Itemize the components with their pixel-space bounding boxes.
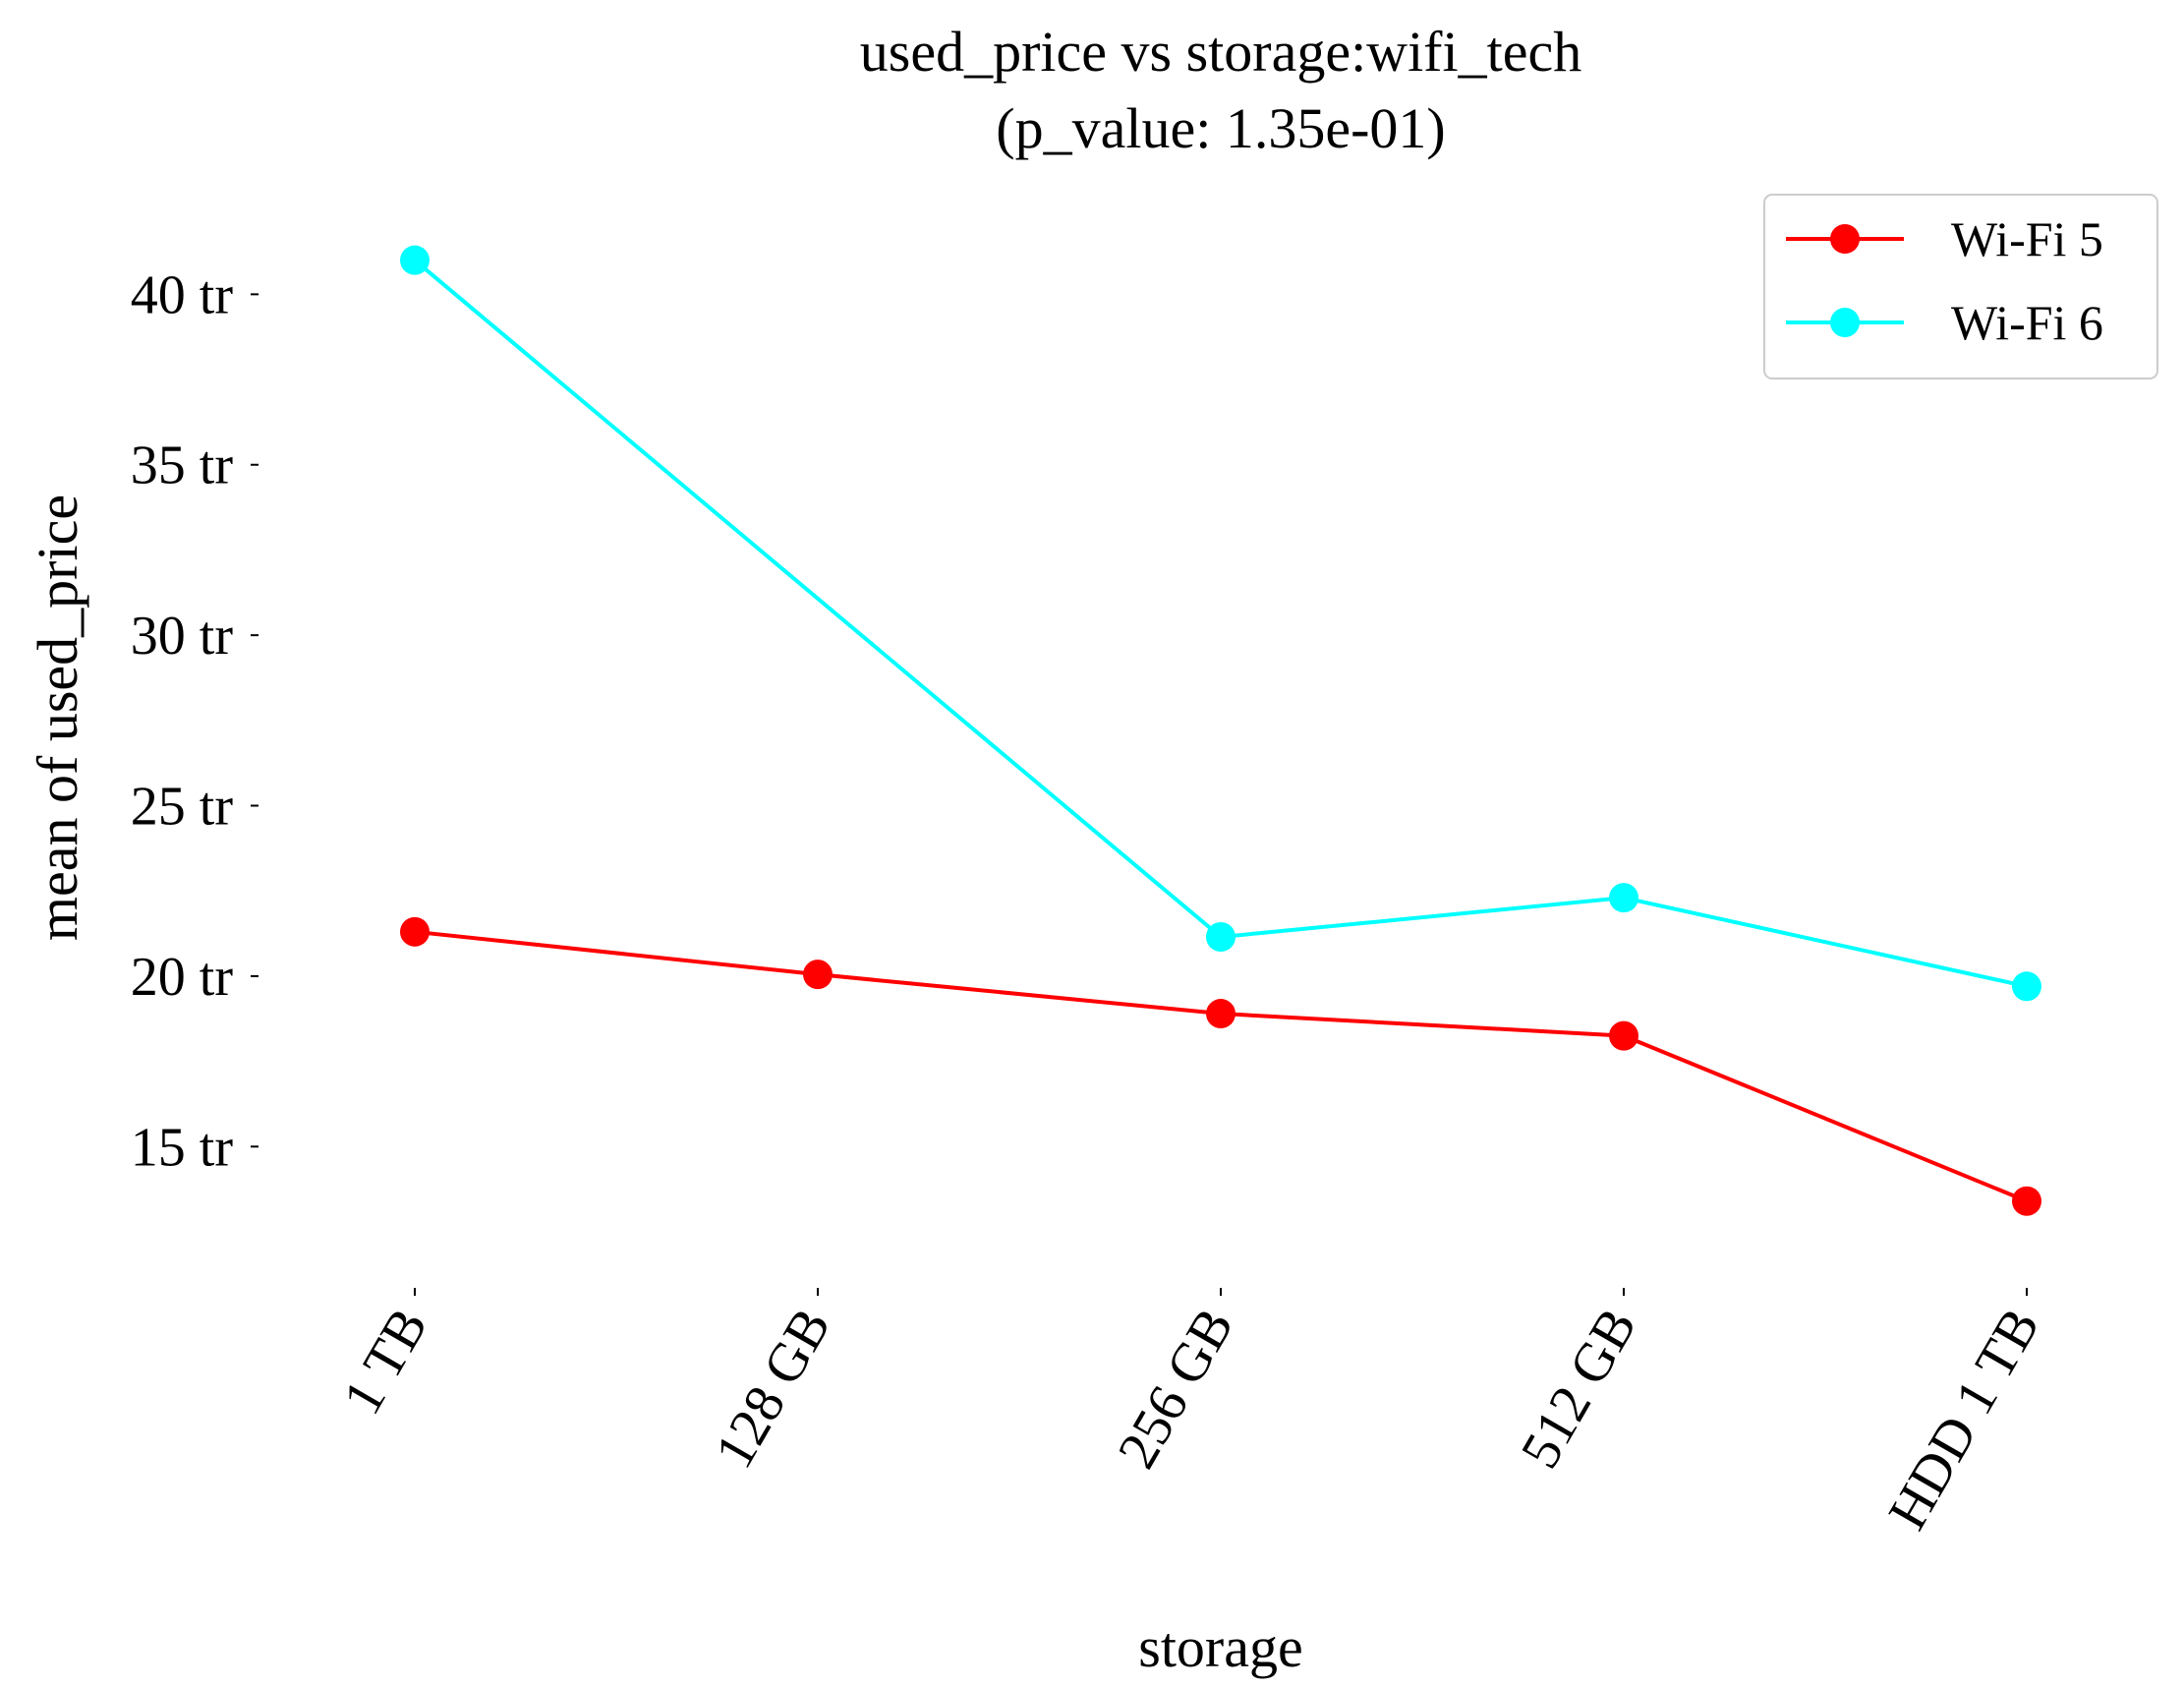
data-point (1206, 999, 1236, 1029)
series-line (413, 259, 2028, 989)
x-axis: 1 TB 128 GB 256 GB 512 GB HDD 1 TB (331, 1288, 2051, 1540)
series-line (414, 929, 2028, 1203)
series-wi-fi-6 (400, 245, 2041, 1002)
data-point (803, 960, 833, 990)
y-tick-label: 30 tr (131, 606, 234, 667)
legend-label: Wi-Fi 6 (1951, 295, 2103, 350)
data-point (2012, 1186, 2041, 1216)
x-tick-label: 1 TB (331, 1299, 439, 1425)
y-axis-label: mean of used_price (26, 495, 89, 941)
data-point (2012, 971, 2041, 1002)
legend-entry: Wi-Fi 5 (1786, 211, 2103, 266)
x-tick-label: 256 GB (1107, 1299, 1246, 1479)
y-tick-label: 20 tr (131, 947, 234, 1008)
series-layer (400, 245, 2041, 1216)
x-axis-label: storage (1138, 1615, 1303, 1679)
y-tick-label: 25 tr (131, 777, 234, 838)
y-tick-label: 15 tr (131, 1117, 234, 1178)
data-point (400, 245, 430, 275)
chart-title-line-2: (p_value: 1.35e-01) (996, 96, 1445, 160)
chart-title-line-1: used_price vs storage:wifi_tech (860, 20, 1581, 84)
legend-marker (1830, 308, 1860, 337)
legend-entry: Wi-Fi 6 (1786, 295, 2103, 350)
y-axis: 15 tr 20 tr 25 tr 30 tr 35 tr 40 tr (131, 264, 259, 1178)
data-point (1609, 883, 1638, 913)
x-tick-label: HDD 1 TB (1877, 1299, 2052, 1541)
data-point (400, 916, 430, 947)
data-point (1609, 1020, 1638, 1051)
legend-label: Wi-Fi 5 (1951, 211, 2103, 266)
legend: Wi-Fi 5 Wi-Fi 6 (1763, 194, 2158, 379)
legend-marker (1830, 224, 1860, 254)
data-point (1206, 922, 1236, 953)
x-tick-label: 128 GB (704, 1299, 843, 1479)
y-tick-label: 40 tr (131, 264, 234, 325)
y-tick-label: 35 tr (131, 436, 234, 496)
x-tick-label: 512 GB (1510, 1299, 1649, 1479)
series-wi-fi-5 (400, 916, 2041, 1216)
